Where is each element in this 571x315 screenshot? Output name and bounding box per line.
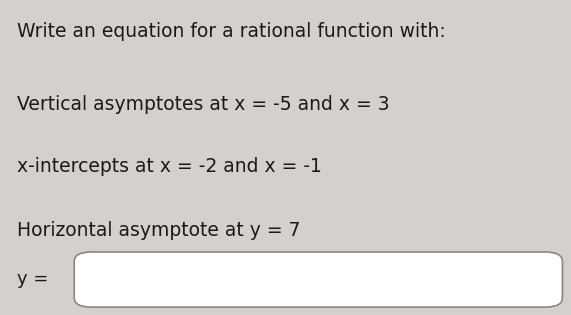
Text: Horizontal asymptote at y = 7: Horizontal asymptote at y = 7 [17,220,300,239]
Text: y =: y = [17,270,49,288]
Text: Write an equation for a rational function with:: Write an equation for a rational functio… [17,22,446,41]
Text: Vertical asymptotes at x = -5 and x = 3: Vertical asymptotes at x = -5 and x = 3 [17,94,390,113]
FancyBboxPatch shape [74,252,562,307]
Text: x-intercepts at x = -2 and x = -1: x-intercepts at x = -2 and x = -1 [17,158,322,176]
